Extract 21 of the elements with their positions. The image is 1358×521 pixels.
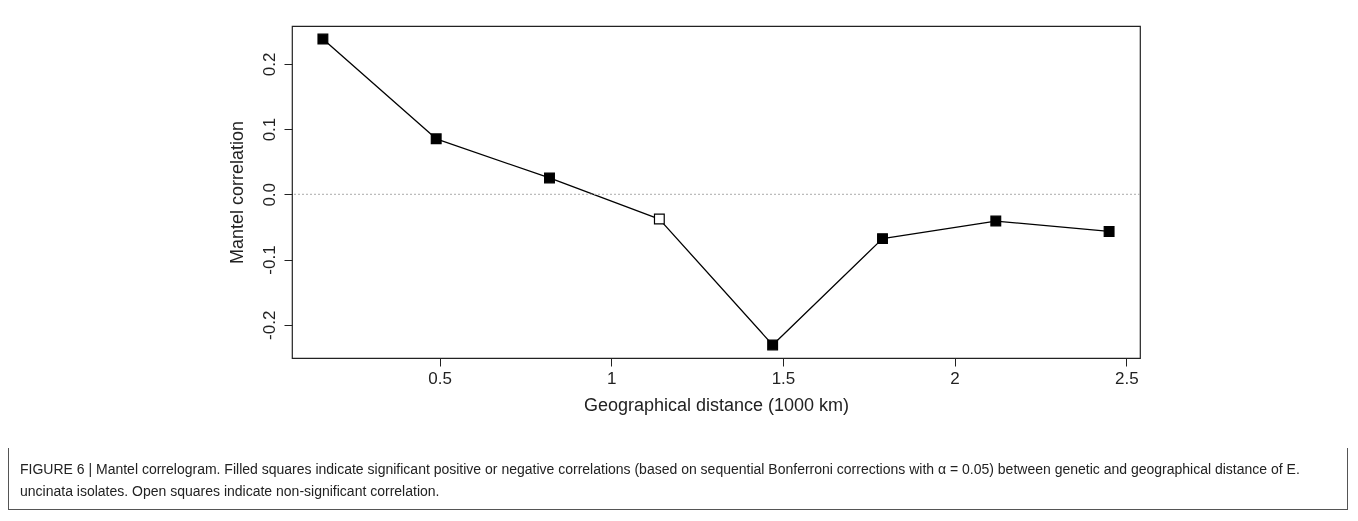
point: [1103, 225, 1115, 237]
y-tick-label: 0.1: [259, 117, 279, 142]
x-tick-label: 2.5: [1114, 368, 1139, 388]
y-tick-label: 0.2: [259, 52, 279, 77]
x-tick-label: 1.5: [771, 368, 796, 388]
x-axis-title: Geographical distance (1000 km): [583, 394, 850, 415]
point: [877, 233, 888, 245]
y-tick-label: 0.0: [259, 182, 279, 207]
point: [767, 339, 779, 351]
point: [317, 33, 329, 45]
y-axis-title: Mantel correlation: [226, 120, 247, 265]
point: [544, 172, 555, 184]
point: [990, 215, 1002, 227]
point: [430, 133, 442, 145]
caption: FIGURE 6 | Mantel correlogram. Filled squares indicate significant positive or negative correlations (based on sequential Bonferroni corrections with α = 0.05) between genetic and geographical distance of E. uncinata isolates. Open squares indicate non-significant correlation.: [20, 460, 1301, 501]
x-tick-label: 2: [950, 368, 960, 388]
x-tick-label: 1: [607, 368, 617, 388]
y-tick-label: -0.1: [259, 245, 279, 275]
y-tick-label: -0.2: [259, 310, 279, 340]
x-tick-label: 0.5: [428, 368, 452, 388]
point: [653, 213, 665, 225]
